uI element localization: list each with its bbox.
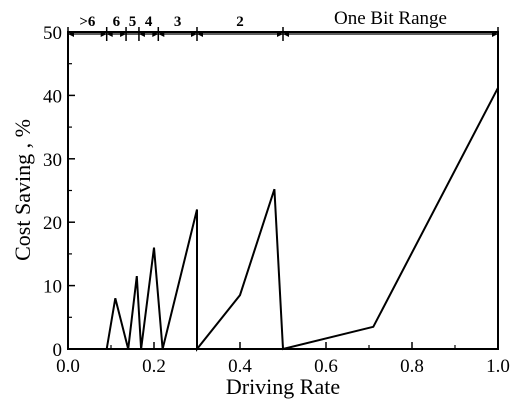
y-tick-label-5: 50 [43,23,62,44]
range-label-1: 6 [113,14,121,30]
range-arrowhead-left-3 [138,31,145,37]
range-label-3: 4 [145,14,153,30]
range-arrowhead-left-0 [68,31,74,37]
range-label-4: 3 [174,14,182,30]
plot-frame [67,31,499,350]
y-tick-label-1: 10 [43,277,62,298]
range-arrowhead-right-3 [152,31,159,37]
y-tick-label-4: 40 [43,86,62,107]
range-arrowhead-left-6 [283,31,289,37]
range-label-0: >6 [79,14,96,30]
x-tick-label-4: 0.8 [400,356,424,377]
series-line-0 [105,87,499,352]
range-arrowhead-right-6 [492,31,498,37]
range-arrowhead-left-5 [197,31,203,37]
x-tick-label-2: 0.4 [228,356,252,377]
y-tick-label-0: 0 [53,340,63,361]
range-arrowhead-right-5 [277,31,283,37]
y-tick-label-3: 30 [43,150,62,171]
y-axis-title: Cost Saving , % [10,119,35,261]
range-arrowhead-right-1 [120,31,127,37]
x-tick-label-1: 0.2 [142,356,166,377]
x-axis-title: Driving Rate [226,374,340,399]
x-tick-label-5: 1.0 [486,356,510,377]
range-label-6: One Bit Range [334,8,447,29]
range-arrowhead-left-4 [158,31,165,37]
range-label-5: 2 [236,14,244,30]
x-tick-label-0: 0.0 [56,356,80,377]
axis-ticks: 0.0 0.2 0.4 0.6 0.8 1.0 0 10 20 30 40 50 [43,23,510,377]
x-tick-label-3: 0.6 [314,356,338,377]
range-label-2: 5 [129,14,137,30]
range-annotations: >6 6 5 4 3 2 One Bit Range [67,8,499,41]
series-layer [105,87,499,352]
range-arrowhead-right-0 [100,31,107,37]
y-tick-label-2: 20 [43,213,62,234]
range-arrowhead-right-4 [191,31,197,37]
range-arrowhead-left-1 [106,31,113,37]
